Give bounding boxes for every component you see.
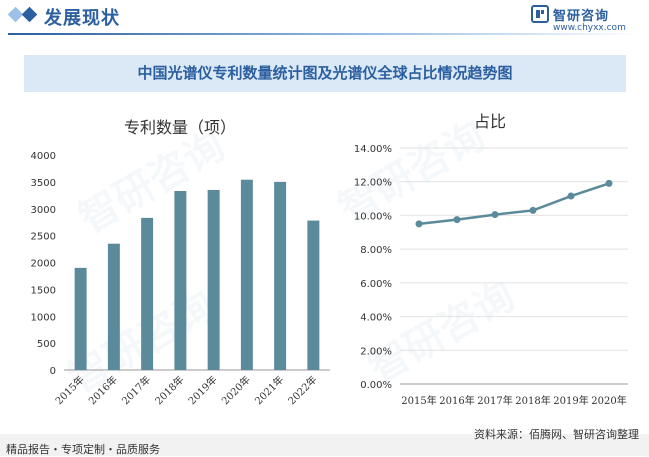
- y-tick-label: 10.00%: [354, 211, 392, 222]
- x-tick-label: 2017年: [477, 394, 512, 407]
- data-point: [491, 211, 499, 219]
- y-tick-label: 1000: [31, 312, 56, 323]
- x-tick-label: 2019年: [553, 394, 588, 407]
- bar: [274, 181, 287, 370]
- header-divider: [8, 33, 641, 35]
- y-tick-label: 0: [50, 366, 56, 377]
- y-tick-label: 1500: [31, 285, 56, 296]
- y-tick-label: 8.00%: [360, 245, 392, 256]
- bar: [74, 267, 87, 370]
- bar: [141, 217, 154, 370]
- header: 发展现状 智研咨询 www.chyxx.com: [0, 0, 649, 35]
- x-tick-label: 2020年: [591, 394, 626, 407]
- y-tick-label: 3500: [31, 178, 56, 189]
- data-point: [529, 206, 537, 214]
- line-chart-title: 占比: [473, 112, 506, 131]
- y-tick-label: 14.00%: [354, 144, 392, 155]
- y-tick-label: 4000: [31, 151, 56, 162]
- brand-logo-icon: [531, 5, 549, 23]
- y-tick-label: 2500: [31, 232, 56, 243]
- y-tick-label: 0.00%: [360, 380, 392, 391]
- y-tick-label: 2.00%: [360, 346, 392, 357]
- brand-name: 智研咨询: [553, 9, 610, 24]
- bar: [107, 243, 120, 370]
- x-tick-label: 2015年: [401, 394, 436, 407]
- bar: [240, 179, 253, 370]
- data-point: [415, 220, 423, 228]
- brand-url: www.chyxx.com: [553, 23, 626, 33]
- y-tick-label: 500: [37, 339, 56, 350]
- data-point: [453, 216, 461, 224]
- bar: [207, 189, 220, 370]
- data-point: [567, 192, 575, 200]
- chart-banner-title: 中国光谱仪专利数量统计图及光谱仪全球占比情况趋势图: [24, 55, 626, 92]
- footer-slogan: 精品报告・专项定制・品质服务: [6, 443, 160, 456]
- series-line: [418, 182, 610, 226]
- brand: 智研咨询 www.chyxx.com: [531, 4, 641, 34]
- bar: [174, 191, 187, 370]
- x-tick-label: 2016年: [439, 394, 474, 407]
- y-tick-label: 6.00%: [360, 279, 392, 290]
- y-tick-label: 2000: [31, 259, 56, 270]
- data-point: [605, 179, 613, 187]
- y-tick-label: 4.00%: [360, 313, 392, 324]
- bar: [307, 220, 320, 370]
- footer-bar: [0, 434, 649, 456]
- section-title: 发展现状: [44, 8, 120, 29]
- x-tick-label: 2018年: [515, 394, 550, 407]
- bar-chart-title: 专利数量（项）: [123, 118, 236, 137]
- source-note: 资料来源：佰腾网、智研咨询整理: [474, 428, 639, 441]
- y-tick-label: 12.00%: [354, 178, 392, 189]
- y-tick-label: 3000: [31, 205, 56, 216]
